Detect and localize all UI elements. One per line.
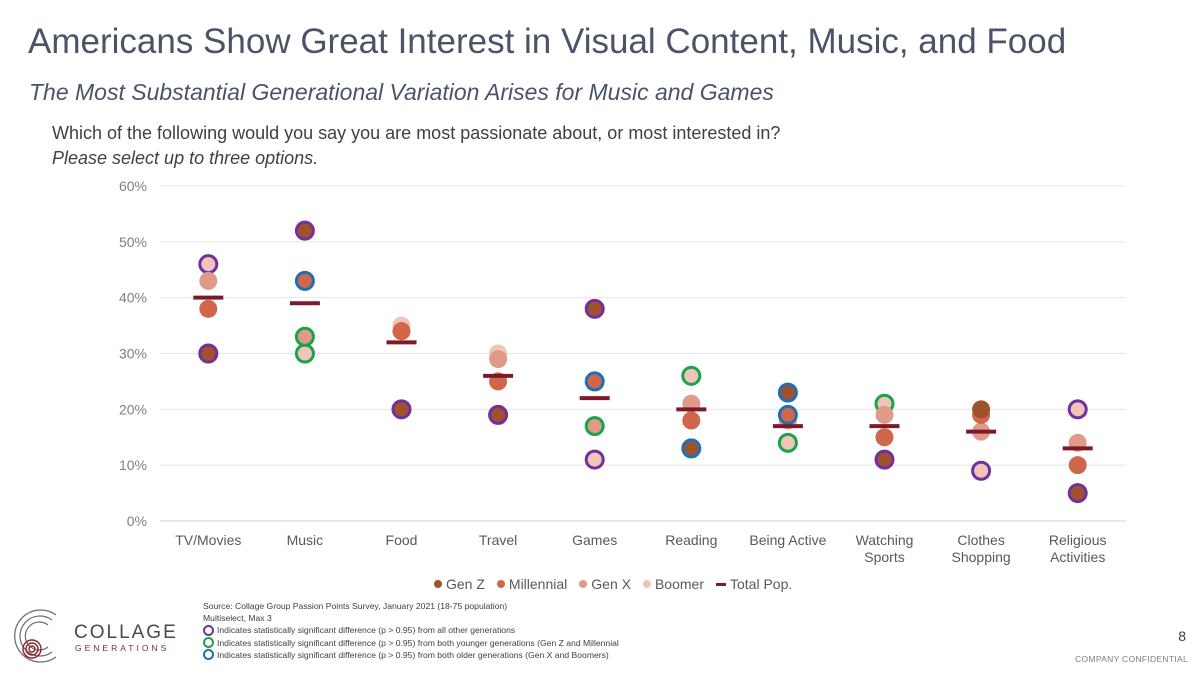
brand-name: COLLAGE xyxy=(74,622,178,643)
sig-note-older: Indicates statistically significant diff… xyxy=(203,649,619,661)
page-title: Americans Show Great Interest in Visual … xyxy=(28,22,1067,61)
legend-marker-gen-z xyxy=(434,580,442,588)
data-point-gen-x xyxy=(294,326,315,347)
x-tick-label: Travel xyxy=(479,532,517,548)
sig-note-older-text: Indicates statistically significant diff… xyxy=(217,649,609,660)
data-point-millennial xyxy=(777,404,798,425)
data-point-gen-x xyxy=(875,405,894,424)
data-point-gen-z xyxy=(391,399,412,420)
data-point-gen-z xyxy=(1067,483,1088,504)
data-point-millennial xyxy=(682,411,701,430)
x-tick-label: Clothes xyxy=(957,532,1004,548)
x-tick-label: Reading xyxy=(665,532,717,548)
data-point-millennial xyxy=(392,322,411,341)
x-tick-label: TV/Movies xyxy=(175,532,241,548)
page-number: 8 xyxy=(1178,628,1186,644)
legend-marker-boomer xyxy=(642,580,651,588)
data-point-gen-x xyxy=(489,350,508,369)
legend-label-gen-z: Gen Z xyxy=(446,576,485,592)
data-point-boomer xyxy=(584,449,605,470)
chart-legend: Gen Z Millennial Gen X Boomer Total Pop. xyxy=(434,576,792,592)
data-point-millennial xyxy=(1068,456,1087,475)
page-subtitle: The Most Substantial Generational Variat… xyxy=(29,79,774,105)
x-tick-label: Shopping xyxy=(952,549,1011,565)
legend-label-gen-x: Gen X xyxy=(591,576,631,592)
blue-ring-icon xyxy=(203,649,214,661)
legend-item-boomer: Boomer xyxy=(642,576,704,592)
confidential-label: COMPANY CONFIDENTIAL xyxy=(1075,654,1188,664)
sig-note-all-text: Indicates statistically significant diff… xyxy=(217,625,516,636)
data-point-millennial xyxy=(199,299,218,318)
y-tick-label: 0% xyxy=(127,513,147,529)
brand-sub: GENERATIONS xyxy=(75,643,170,653)
x-tick-label: Being Active xyxy=(749,532,826,548)
data-point-millennial xyxy=(294,270,315,291)
data-point-boomer xyxy=(681,365,702,386)
source-note: Source: Collage Group Passion Points Sur… xyxy=(203,601,508,611)
x-tick-label: Activities xyxy=(1050,549,1105,565)
y-tick-label: 30% xyxy=(119,346,147,362)
x-tick-label: Religious xyxy=(1049,532,1107,548)
legend-item-total: Total Pop. xyxy=(716,576,792,592)
data-point-gen-z xyxy=(584,298,605,319)
passion-points-chart: 0% 10% 20% 30% 40% 50% 60% TV/Movies Music Food Tr… xyxy=(119,178,1126,565)
x-tick-label: Food xyxy=(386,532,418,548)
sig-note-younger-text: Indicates statistically significant diff… xyxy=(217,637,619,648)
legend-label-total: Total Pop. xyxy=(730,576,793,592)
collage-logo-icon xyxy=(14,609,57,663)
survey-question: Which of the following would you say you… xyxy=(52,121,780,171)
data-point-boomer xyxy=(777,432,798,453)
data-point-gen-x xyxy=(584,416,605,437)
legend-item-gen-z: Gen Z xyxy=(434,576,485,592)
legend-marker-total xyxy=(716,582,726,586)
sig-note-younger: Indicates statistically significant diff… xyxy=(203,637,619,649)
green-ring-icon xyxy=(203,637,214,649)
data-point-boomer xyxy=(1067,399,1088,420)
data-point-gen-z xyxy=(488,404,509,425)
data-point-millennial xyxy=(875,428,894,447)
purple-ring-icon xyxy=(203,625,214,636)
question-text: Which of the following would you say you… xyxy=(52,123,781,143)
sig-note-all: Indicates statistically significant diff… xyxy=(203,624,619,636)
y-tick-label: 20% xyxy=(119,401,147,417)
method-note: Multiselect, Max 3 xyxy=(203,613,272,624)
y-tick-label: 40% xyxy=(119,290,147,306)
chart-notes: Source: Collage Group Passion Points Sur… xyxy=(203,600,619,661)
data-point-gen-z xyxy=(294,220,315,241)
data-point-boomer xyxy=(294,343,315,364)
data-point-gen-z xyxy=(681,438,702,459)
y-tick-label: 50% xyxy=(119,234,147,250)
x-tick-label: Music xyxy=(287,532,324,548)
data-point-millennial xyxy=(584,371,605,392)
y-tick-label: 10% xyxy=(119,457,147,473)
legend-label-boomer: Boomer xyxy=(654,576,704,592)
x-tick-label: Watching xyxy=(856,532,914,548)
legend-item-millennial: Millennial xyxy=(496,576,568,592)
data-point-gen-z xyxy=(972,400,991,419)
data-point-gen-z xyxy=(198,343,219,364)
x-tick-label: Games xyxy=(572,532,617,548)
data-point-boomer xyxy=(971,460,992,481)
data-point-gen-z xyxy=(874,449,895,470)
legend-label-millennial: Millennial xyxy=(508,576,568,592)
question-instruction: Please select up to three options. xyxy=(52,148,319,168)
data-point-gen-z xyxy=(777,382,798,403)
legend-item-gen-x: Gen X xyxy=(579,576,631,592)
y-tick-label: 60% xyxy=(119,178,147,194)
data-point-gen-x xyxy=(199,271,218,290)
legend-marker-millennial xyxy=(496,580,505,588)
data-point-boomer xyxy=(198,254,219,275)
legend-marker-gen-x xyxy=(579,580,588,588)
x-tick-label: Sports xyxy=(864,549,904,565)
